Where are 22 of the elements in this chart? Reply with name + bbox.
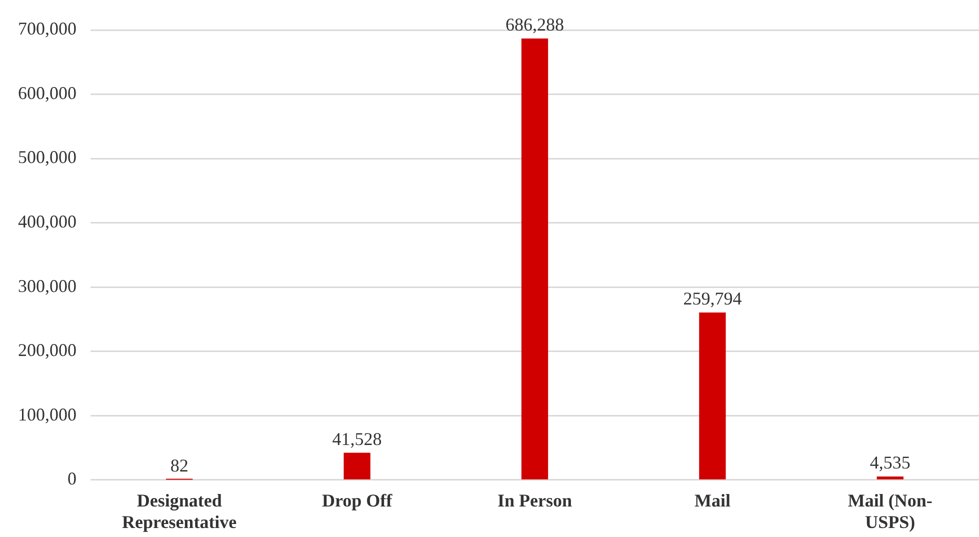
data-label: 41,528	[332, 428, 382, 449]
x-tick-label: Mail	[694, 490, 730, 510]
bar	[521, 38, 548, 480]
y-tick-label: 400,000	[18, 212, 76, 232]
y-tick-label: 300,000	[18, 276, 76, 296]
data-label: 4,535	[870, 452, 910, 473]
bar	[699, 312, 726, 480]
bar	[876, 476, 904, 480]
y-tick-label: 200,000	[18, 340, 76, 360]
x-tick-label: Designated Representative	[122, 490, 237, 532]
y-tick-label: 500,000	[18, 147, 76, 168]
x-tick-label: In Person	[497, 490, 572, 510]
y-tick-label: 0	[68, 468, 76, 489]
data-label: 686,288	[506, 14, 564, 35]
data-label: 259,794	[683, 288, 742, 309]
data-label: 82	[170, 455, 188, 476]
x-tick-label: Mail (Non-USPS)	[848, 490, 932, 532]
bar	[344, 452, 370, 480]
y-tick-label: 100,000	[18, 404, 76, 424]
x-tick-label: Drop Off	[322, 490, 394, 510]
y-tick-label: 700,000	[18, 18, 76, 39]
y-tick-label: 600,000	[18, 82, 76, 103]
